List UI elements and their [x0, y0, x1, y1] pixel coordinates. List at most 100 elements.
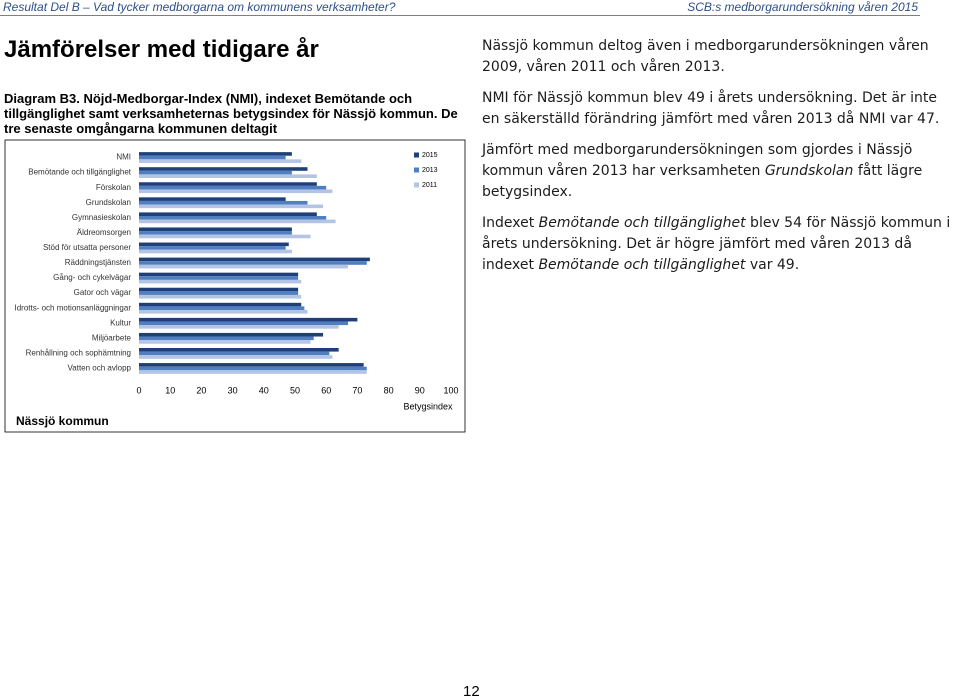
x-tick-label: 30 — [228, 385, 238, 395]
x-tick-label: 10 — [165, 385, 175, 395]
legend-swatch — [414, 167, 419, 173]
chart: Nässjö kommun Betygsindex 0 10 20 30 40 50 60 7… — [4, 139, 466, 433]
y-tick-label: Vatten och avlopp — [68, 364, 132, 373]
bar — [139, 155, 286, 160]
y-tick-label: NMI — [116, 153, 131, 162]
bar — [139, 321, 349, 326]
bar — [139, 336, 314, 341]
bar — [139, 185, 327, 190]
bar — [139, 294, 302, 299]
bar — [139, 302, 302, 307]
x-axis-label: Betygsindex — [403, 401, 453, 411]
bar — [139, 170, 292, 175]
bar — [139, 231, 292, 235]
bar — [139, 351, 330, 356]
bar — [139, 332, 324, 337]
italic-text: Bemötande och tillgänglighet — [538, 215, 746, 231]
bar — [139, 366, 367, 371]
chart-caption: Diagram B3. Nöjd-Medborgar-Index (NMI), … — [4, 91, 458, 136]
legend-label: 2015 — [422, 152, 438, 159]
bar — [139, 317, 358, 322]
y-tick-label: Miljöarbete — [92, 333, 132, 342]
bar — [139, 219, 336, 224]
bar — [139, 249, 292, 254]
italic-text: Grundskolan — [764, 163, 854, 179]
bar — [139, 306, 305, 310]
y-tick-label: Stöd för utsatta personer — [43, 243, 131, 252]
italic-text: Bemötande och tillgänglighet — [538, 257, 746, 273]
paragraph: Jämfört med medborgarundersökningen som … — [482, 140, 952, 203]
bar — [139, 204, 324, 209]
bar — [139, 348, 339, 352]
text: var 49. — [745, 257, 800, 273]
y-tick-label: Förskolan — [96, 183, 131, 192]
y-tick-label: Gator och vägar — [74, 288, 132, 297]
bar — [139, 340, 311, 344]
x-tick-label: 80 — [384, 385, 394, 395]
x-tick-label: 60 — [321, 385, 331, 395]
bar — [139, 355, 333, 359]
bar — [139, 261, 367, 265]
bar — [139, 167, 308, 171]
bar — [139, 272, 299, 277]
x-tick-label: 40 — [259, 385, 269, 395]
bar — [139, 291, 299, 295]
page-title: Jämförelser med tidigare år — [4, 36, 319, 63]
bar — [139, 227, 292, 232]
y-tick-label: Renhållning och sophämtning — [26, 349, 131, 358]
legend-swatch — [414, 182, 419, 188]
legend-swatch — [414, 152, 419, 158]
text: Indexet — [482, 215, 539, 231]
text: Jämfört med medborgarundersökningen som … — [482, 142, 913, 179]
paragraph: NMI för Nässjö kommun blev 49 i årets un… — [482, 88, 952, 130]
chart-frame — [4, 139, 466, 433]
bar — [139, 246, 286, 250]
bar — [139, 287, 299, 292]
bar — [139, 174, 317, 178]
y-tick-label: Gymnasieskolan — [72, 213, 131, 222]
y-tick-label: Gång- och cykelvägar — [53, 273, 131, 282]
bar — [139, 325, 339, 329]
bar — [139, 216, 327, 220]
bar — [139, 182, 317, 186]
x-tick-label: 20 — [196, 385, 206, 395]
legend-label: 2011 — [422, 182, 437, 189]
legend-label: 2013 — [422, 167, 438, 174]
bar — [139, 310, 308, 314]
page-number: 12 — [463, 683, 480, 700]
x-tick-label: 90 — [415, 385, 425, 395]
x-tick-label: 100 — [443, 385, 458, 395]
bar — [139, 189, 333, 194]
paragraph: Indexet Bemötande och tillgänglighet ble… — [482, 213, 952, 276]
y-tick-label: Bemötande och tillgänglighet — [28, 168, 132, 177]
y-tick-label: Grundskolan — [86, 198, 131, 207]
paragraph: Nässjö kommun deltog även i medborgarund… — [482, 36, 952, 78]
text-column: Nässjö kommun deltog även i medborgarund… — [482, 36, 952, 286]
x-tick-label: 50 — [290, 385, 300, 395]
bar — [139, 363, 364, 367]
x-tick-label: 0 — [136, 385, 141, 395]
bar — [139, 234, 311, 239]
text: Nässjö kommun deltog även i medborgarund… — [482, 38, 929, 75]
bar — [139, 197, 286, 201]
y-tick-label: Kultur — [110, 318, 131, 327]
header-left: Resultat Del B – Vad tycker medborgarna … — [3, 0, 396, 14]
bar — [139, 200, 308, 205]
header-rule — [0, 15, 920, 16]
y-tick-label: Räddningstjänsten — [65, 258, 131, 267]
text: blev 54 för Nässjö kommun i årets unders… — [482, 215, 951, 273]
chart-note: Nässjö kommun — [16, 414, 109, 428]
bar — [139, 279, 302, 284]
bar — [139, 152, 292, 156]
header-right: SCB:s medborgarundersökning våren 2015 — [687, 0, 918, 14]
y-tick-label: Idrotts- och motionsanläggningar — [14, 303, 131, 312]
x-tick-label: 70 — [352, 385, 362, 395]
bar — [139, 242, 289, 247]
text: fått lägre betygsindex. — [482, 163, 923, 200]
y-tick-label: Äldreomsorgen — [77, 228, 131, 237]
bar — [139, 370, 367, 374]
text: NMI för Nässjö kommun blev 49 i årets un… — [482, 90, 940, 127]
bar — [139, 159, 302, 163]
bar — [139, 257, 370, 262]
